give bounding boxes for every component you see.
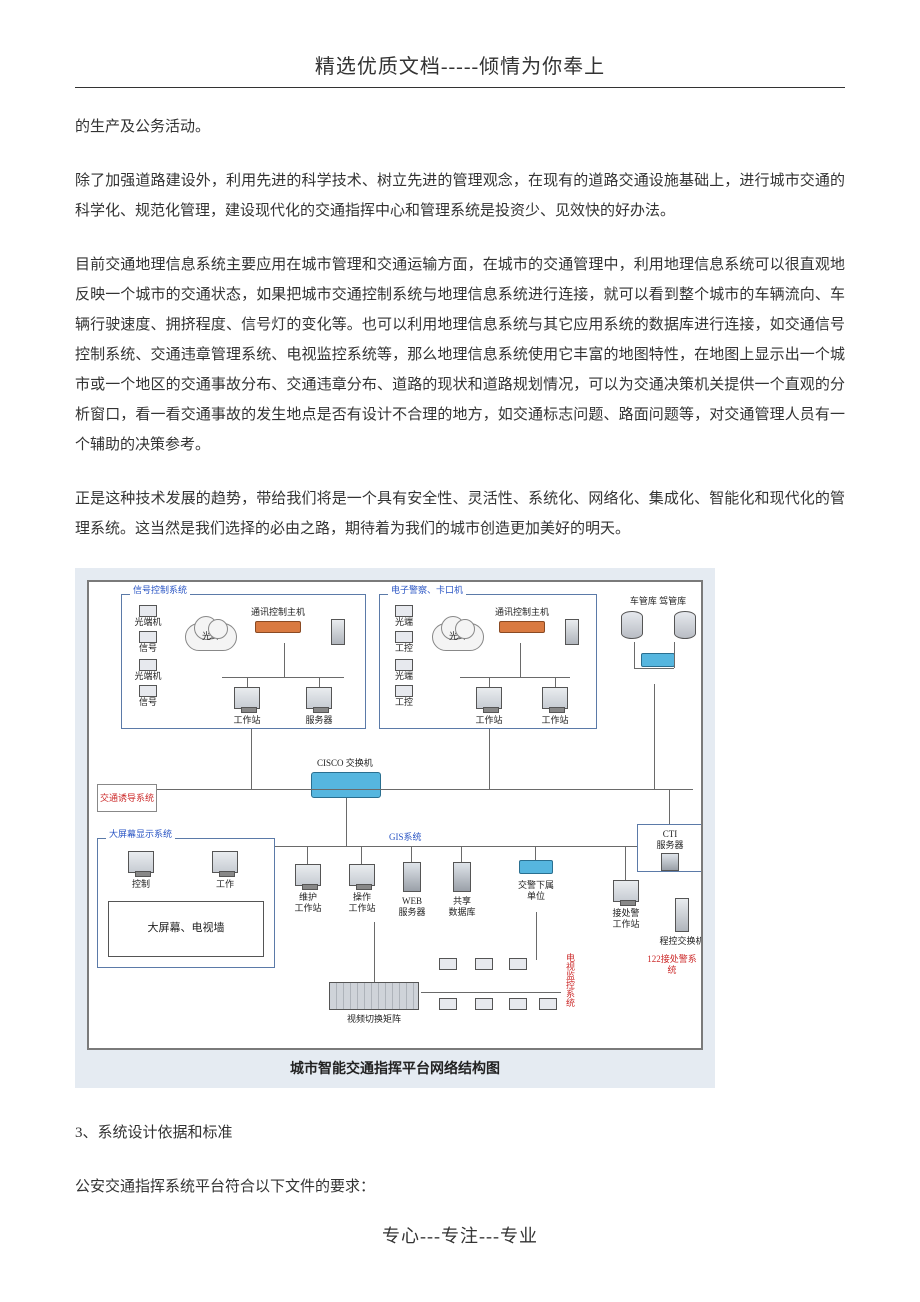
node-commhost-1-tower [318, 619, 358, 645]
node-ws-1: 工作站 [222, 687, 272, 726]
server-icon-cti [661, 853, 679, 871]
db-icon-2 [674, 611, 696, 639]
panel-title-epolice: 电子警察、卡口机 [388, 585, 466, 596]
gis-label: GIS系统 [389, 832, 422, 843]
paragraph-2: 目前交通地理信息系统主要应用在城市管理和交通运输方面，在城市的交通管理中，利用地… [75, 250, 845, 460]
paragraph-3: 正是这种技术发展的趋势，带给我们将是一个具有安全性、灵活性、系统化、网络化、集成… [75, 484, 845, 544]
tiny-mon-3 [509, 958, 527, 970]
node-maint: 维护 工作站 [285, 864, 331, 914]
tiny-mon-1 [439, 958, 457, 970]
tiny-mon-2 [475, 958, 493, 970]
diagram-canvas: 信号控制系统 光端机 信号 光端机 信号 光纤 通讯控制主机 [87, 580, 703, 1050]
document-page: 精选优质文档-----倾情为你奉上 的生产及公务活动。 除了加强道路建设外，利用… [0, 0, 920, 1288]
cti-box: CTI 服务器 [637, 824, 703, 872]
db-icon-1 [621, 611, 643, 639]
paragraph-0: 的生产及公务活动。 [75, 112, 845, 142]
node-ipc1: 工控 [386, 631, 422, 654]
node-web: WEB 服务器 [391, 862, 433, 918]
panel-signal-control: 信号控制系统 光端机 信号 光端机 信号 光纤 通讯控制主机 [121, 594, 366, 729]
section-3-p1: 公安交通指挥系统平台符合以下文件的要求： [75, 1172, 845, 1202]
page-footer: 专心---专注---专业 [75, 1222, 845, 1248]
node-sig2: 信号 [128, 685, 168, 708]
core-switch [311, 772, 381, 798]
tiny-cam-2 [475, 998, 493, 1010]
panel-epolice: 电子警察、卡口机 光端 工控 光端 工控 光纤 通讯控制主机 [379, 594, 597, 729]
tiny-cam-1 [439, 998, 457, 1010]
guidance-box: 交通诱导系统 [97, 784, 157, 812]
node-commhost-2: 通讯控制主机 [494, 607, 550, 633]
section-3-title: 3、系统设计依据和标准 [75, 1118, 845, 1148]
switch-icon-sub [519, 860, 553, 874]
network-diagram: 信号控制系统 光端机 信号 光端机 信号 光纤 通讯控制主机 [75, 568, 715, 1088]
node-oper: 操作 工作站 [339, 864, 385, 914]
cloud-fiber-1: 光纤 [180, 623, 242, 651]
db-cluster: 车管库 驾管库 [609, 596, 703, 667]
paragraph-1: 除了加强道路建设外，利用先进的科学技术、树立先进的管理观念，在现有的道路交通设施… [75, 166, 845, 226]
node-opt4: 光端 [386, 659, 422, 682]
switch-icon-core [311, 772, 381, 798]
tiny-cam-4 [539, 998, 557, 1010]
panel-title-signal: 信号控制系统 [130, 585, 190, 596]
node-commhost-1: 通讯控制主机 [250, 607, 306, 633]
node-ws-4: 工作站 [530, 687, 580, 726]
switch-icon-db [641, 653, 675, 667]
node-ipc2: 工控 [386, 685, 422, 708]
diagram-caption: 城市智能交通指挥平台网络结构图 [87, 1050, 703, 1080]
node-ctrl: 控制 [116, 851, 166, 890]
video-matrix: 视频切换矩阵 [329, 982, 419, 1025]
node-opt1: 光端机 [128, 605, 168, 628]
node-commhost-2-tower [554, 619, 590, 645]
node-opt2: 光端机 [128, 659, 168, 682]
node-recv: 接处警 工作站 [601, 880, 651, 930]
node-pbx: 程控交换机 [659, 898, 703, 947]
node-sig1: 信号 [128, 631, 168, 654]
label-video-monitor: 电视监控系统 [563, 940, 575, 1020]
node-shareddb: 共享 数据库 [441, 862, 483, 918]
node-work: 工作 [200, 851, 250, 890]
cloud-fiber-2: 光纤 [428, 623, 488, 651]
tv-wall: 大屏幕、电视墙 [108, 901, 264, 957]
label-cisco: CISCO 交换机 [317, 758, 373, 769]
node-ws-3: 工作站 [464, 687, 514, 726]
node-opt3: 光端 [386, 605, 422, 628]
node-subunit: 交警下属 单位 [509, 860, 563, 902]
node-ws-2: 服务器 [294, 687, 344, 726]
tiny-cam-3 [509, 998, 527, 1010]
panel-title-bigscreen: 大屏幕显示系统 [106, 829, 175, 840]
matrix-icon [329, 982, 419, 1010]
panel-bigscreen: 大屏幕显示系统 控制 工作 大屏幕、电视墙 [97, 838, 275, 968]
label-122: 122接处警系统 [643, 954, 701, 976]
page-header: 精选优质文档-----倾情为你奉上 [75, 50, 845, 88]
